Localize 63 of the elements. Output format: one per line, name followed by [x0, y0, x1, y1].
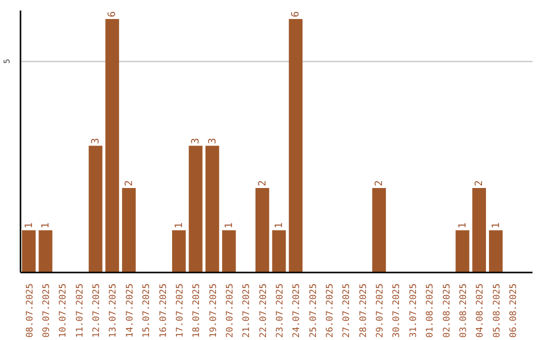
data-label: 6 [290, 11, 302, 18]
bar [456, 230, 470, 272]
x-tick-label: 16.07.2025 [158, 283, 169, 338]
x-tick-label: 08.07.2025 [25, 283, 36, 338]
bar [488, 230, 503, 272]
x-tick-label: 18.07.2025 [192, 283, 202, 338]
data-label: 2 [257, 180, 268, 186]
x-tick-label: 17.07.2025 [175, 283, 186, 338]
data-label: 2 [374, 180, 386, 186]
bar [222, 230, 236, 272]
data-label: 1 [490, 222, 502, 229]
data-label: 1 [274, 222, 286, 229]
data-label: 1 [24, 222, 35, 229]
x-tick-label: 13.07.2025 [108, 283, 119, 338]
x-tick-label: 28.07.2025 [358, 283, 369, 338]
x-tick-label: 06.08.2025 [508, 283, 519, 338]
data-label: 1 [174, 222, 185, 229]
x-tick-label: 15.07.2025 [142, 283, 152, 338]
x-tick-label: 30.07.2025 [392, 283, 402, 338]
x-tick-label: 19.07.2025 [208, 283, 219, 338]
x-tick-label: 20.07.2025 [225, 283, 236, 338]
bar [122, 188, 136, 272]
data-label: 6 [107, 11, 118, 18]
x-tick-label: 12.07.2025 [92, 283, 102, 338]
data-label: 2 [124, 180, 135, 186]
bar [472, 188, 486, 272]
y-tick-label: 5 [2, 58, 12, 64]
bar [172, 230, 186, 272]
x-tick-label: 09.07.2025 [42, 283, 52, 338]
x-tick-label: 21.07.2025 [242, 283, 252, 338]
bar [288, 18, 303, 272]
bar [22, 230, 36, 272]
x-tick-label: 23.07.2025 [276, 283, 286, 338]
data-label: 2 [474, 180, 486, 186]
data-label: 1 [457, 222, 468, 229]
x-tick-label: 24.07.2025 [292, 283, 302, 338]
bar [88, 146, 102, 272]
x-tick-label: 02.08.2025 [442, 283, 452, 338]
bar [255, 188, 270, 272]
x-tick-label: 22.07.2025 [258, 283, 269, 338]
data-label: 3 [90, 138, 102, 144]
bar [272, 230, 286, 272]
x-tick-label: 04.08.2025 [476, 283, 486, 338]
x-tick-label: 14.07.2025 [125, 283, 136, 338]
data-label: 1 [40, 222, 52, 229]
x-tick-label: 10.07.2025 [58, 283, 69, 338]
x-tick-label: 25.07.2025 [308, 283, 319, 338]
data-label: 3 [190, 138, 202, 144]
bar [188, 146, 202, 272]
bar [38, 230, 52, 272]
bar [205, 146, 220, 272]
x-tick-label: 05.08.2025 [492, 283, 502, 338]
x-tick-label: 31.07.2025 [408, 283, 419, 338]
data-label: 3 [207, 138, 218, 144]
x-tick-label: 27.07.2025 [342, 283, 352, 338]
x-tick-label: 03.08.2025 [458, 283, 469, 338]
data-label: 1 [224, 222, 235, 229]
x-tick-label: 11.07.2025 [75, 283, 86, 338]
bar [105, 18, 120, 272]
x-tick-label: 29.07.2025 [376, 283, 386, 338]
x-tick-label: 01.08.2025 [426, 283, 436, 338]
bar [372, 188, 386, 272]
x-tick-label: 26.07.2025 [326, 283, 336, 338]
